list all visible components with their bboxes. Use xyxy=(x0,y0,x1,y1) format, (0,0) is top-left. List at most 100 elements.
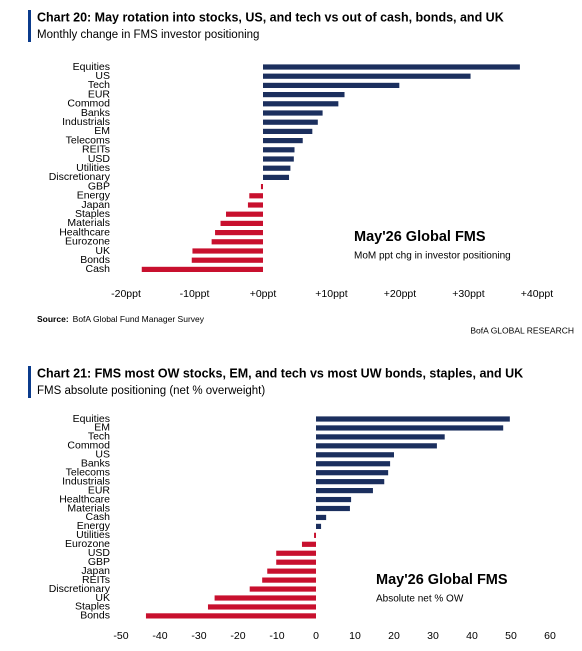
x-tick-label: 30 xyxy=(427,630,439,642)
category-label: Discretionary xyxy=(49,583,111,595)
category-label: EM xyxy=(94,422,110,434)
bar xyxy=(249,193,263,199)
bar xyxy=(145,613,316,619)
category-label: GBP xyxy=(88,556,110,568)
bar xyxy=(214,595,316,601)
bar xyxy=(316,434,445,440)
bar xyxy=(316,523,322,529)
bar xyxy=(263,92,345,98)
x-tick-label: 40 xyxy=(466,630,478,642)
bar xyxy=(220,220,263,226)
category-label: EM xyxy=(94,125,110,137)
bar xyxy=(192,248,263,254)
bar xyxy=(316,479,385,485)
bar xyxy=(263,82,400,88)
category-label: Tech xyxy=(88,431,110,443)
x-tick-label: +0ppt xyxy=(250,288,277,300)
category-label: Bonds xyxy=(80,254,110,266)
category-label: Cash xyxy=(85,263,110,275)
bar xyxy=(263,64,520,70)
category-label: Equities xyxy=(73,413,110,425)
x-tick-label: 0 xyxy=(313,630,319,642)
chart-title: Chart 20: May rotation into stocks, US, … xyxy=(37,10,504,24)
x-tick-label: 50 xyxy=(505,630,517,642)
bar xyxy=(314,532,316,538)
category-label: USD xyxy=(88,153,111,165)
bar xyxy=(262,577,316,583)
annotation-subtitle: Absolute net % OW xyxy=(376,594,464,605)
category-label: Japan xyxy=(81,565,110,577)
category-label: Tech xyxy=(88,79,110,91)
bar xyxy=(263,138,303,144)
category-label: Healthcare xyxy=(59,493,110,505)
category-label: Banks xyxy=(81,107,110,119)
category-label: Energy xyxy=(77,190,111,202)
bar xyxy=(316,514,327,521)
bar xyxy=(316,416,510,422)
bar xyxy=(263,174,290,180)
category-label: Telecoms xyxy=(66,134,110,146)
bar xyxy=(301,541,316,547)
bar xyxy=(316,505,350,512)
category-label: Staples xyxy=(75,601,110,613)
category-label: UK xyxy=(95,592,110,604)
category-label: Cash xyxy=(85,511,110,523)
category-label: Healthcare xyxy=(59,226,110,238)
category-label: EUR xyxy=(88,88,111,100)
bar xyxy=(247,202,263,208)
x-tick-label: -30 xyxy=(191,630,206,642)
category-label: Materials xyxy=(67,217,110,229)
title-accent xyxy=(28,366,31,398)
x-tick-label: -40 xyxy=(152,630,167,642)
bar xyxy=(263,147,295,153)
x-tick-label: -10 xyxy=(269,630,284,642)
footer: BofA GLOBAL RESEARCH xyxy=(470,325,574,335)
category-label: Equities xyxy=(73,61,110,73)
bar xyxy=(263,73,471,79)
bar xyxy=(263,119,318,125)
category-label: US xyxy=(95,449,110,461)
bar xyxy=(263,165,291,171)
category-label: Eurozone xyxy=(65,538,110,550)
bar xyxy=(249,586,316,592)
bar xyxy=(215,230,263,236)
category-label: Commod xyxy=(67,440,110,452)
annotation-title: May'26 Global FMS xyxy=(354,229,486,245)
bar xyxy=(226,211,263,217)
category-label: Industrials xyxy=(62,116,110,128)
x-tick-label: +10ppt xyxy=(315,288,347,300)
category-label: Discretionary xyxy=(49,171,111,183)
annotation-title: May'26 Global FMS xyxy=(376,572,508,588)
bar xyxy=(211,239,263,245)
bar xyxy=(263,101,339,107)
bar xyxy=(207,604,316,610)
category-label: USD xyxy=(88,547,111,559)
category-label: Telecoms xyxy=(66,466,110,478)
category-label: Eurozone xyxy=(65,236,110,248)
bar xyxy=(316,461,391,467)
x-tick-label: -20ppt xyxy=(111,288,141,300)
x-tick-label: +40ppt xyxy=(521,288,553,300)
x-tick-label: +20ppt xyxy=(384,288,416,300)
bar xyxy=(260,184,263,190)
bar xyxy=(267,568,316,574)
category-label: Staples xyxy=(75,208,110,220)
bar xyxy=(316,470,389,476)
x-tick-label: -10ppt xyxy=(180,288,210,300)
bar xyxy=(141,266,263,272)
category-label: UK xyxy=(95,245,110,257)
bar xyxy=(191,257,263,263)
category-label: Banks xyxy=(81,458,110,470)
chart-title: Chart 21: FMS most OW stocks, EM, and te… xyxy=(37,366,523,380)
title-accent xyxy=(28,10,31,42)
x-tick-label: 10 xyxy=(349,630,361,642)
category-label: Japan xyxy=(81,199,110,211)
x-tick-label: 20 xyxy=(388,630,400,642)
category-label: Materials xyxy=(67,502,110,514)
chart-subtitle: FMS absolute positioning (net % overweig… xyxy=(37,385,265,397)
bar xyxy=(263,156,294,162)
x-tick-label: 60 xyxy=(544,630,556,642)
bar xyxy=(316,425,504,431)
category-label: REITs xyxy=(82,144,110,156)
